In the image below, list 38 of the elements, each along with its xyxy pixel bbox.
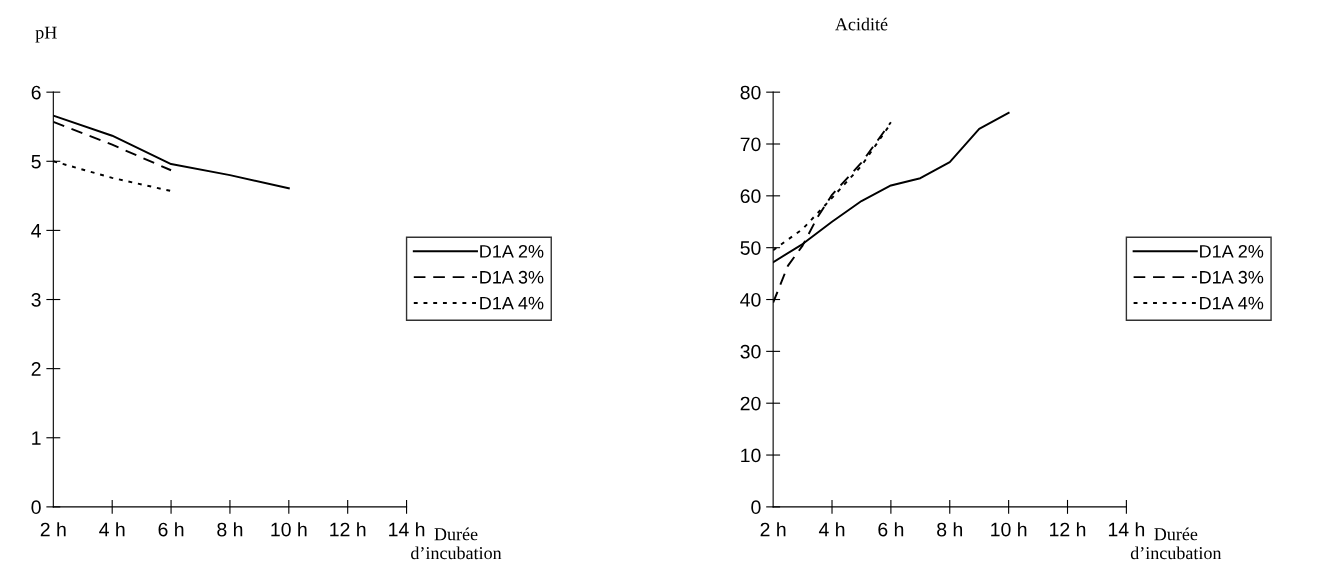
legend-label: D1A 3% <box>1200 270 1264 284</box>
y-tick-label: 70 <box>740 137 761 152</box>
y-tick-label: 60 <box>740 189 761 204</box>
y-tick-label: 1 <box>32 431 41 445</box>
y-tick-label: 0 <box>751 500 761 515</box>
legend-label: D1A 3% <box>480 270 544 284</box>
legend-label: D1A 2% <box>480 244 544 258</box>
y-axis-title: Acidité <box>835 17 888 31</box>
x-tick-label: 2 h <box>760 522 786 537</box>
x-tick-label: 6 h <box>158 522 184 537</box>
y-tick-label: 5 <box>31 154 41 169</box>
x-tick-label: 8 h <box>217 522 243 537</box>
legend-label: D1A 2% <box>1200 244 1264 258</box>
x-tick-label: 10 h <box>991 522 1027 537</box>
x-tick-label: 14 h <box>1108 522 1145 537</box>
y-tick-label: 50 <box>740 241 761 255</box>
y-axis-title: pH <box>35 26 57 43</box>
y-tick-label: 30 <box>740 344 761 359</box>
legend-label: D1A 4% <box>1200 296 1264 310</box>
y-tick-label: 40 <box>740 292 761 307</box>
y-tick-label: 10 <box>741 448 761 463</box>
x-tick-label: 2 h <box>40 522 66 537</box>
y-tick-label: 6 <box>31 85 41 100</box>
x-tick-label: 8 h <box>937 522 963 537</box>
y-tick-label: 0 <box>31 500 41 515</box>
x-tick-label: 14 h <box>389 522 425 537</box>
x-tick-label: 4 h <box>99 522 125 537</box>
y-tick-label: 80 <box>740 85 761 100</box>
x-tick-label: 6 h <box>878 522 904 537</box>
y-tick-label: 2 <box>31 362 41 376</box>
y-tick-label: 20 <box>740 396 761 411</box>
x-tick-label: 12 h <box>1050 522 1086 537</box>
legend-label: D1A 4% <box>480 296 544 310</box>
y-tick-label: 3 <box>31 292 41 307</box>
y-tick-label: 4 <box>31 224 41 238</box>
x-tick-label: 4 h <box>818 522 845 537</box>
x-tick-label: 12 h <box>330 522 366 537</box>
x-tick-label: 10 h <box>271 522 307 537</box>
